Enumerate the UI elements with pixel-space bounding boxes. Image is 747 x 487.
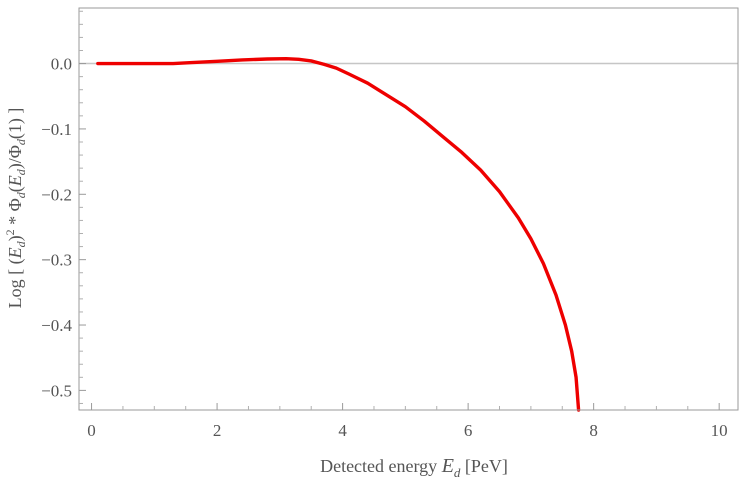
y-tick-label: −0.3	[41, 251, 72, 270]
x-tick-label: 8	[589, 421, 598, 440]
x-tick-label: 6	[464, 421, 473, 440]
y-axis-label: Log [ (Ed)2 * Φd(Ed)/Φd(1) ]	[3, 108, 28, 309]
x-axis: 0 2 4 6 8 10	[87, 403, 728, 440]
x-tick-label: 10	[711, 421, 728, 440]
x-tick-label: 2	[213, 421, 222, 440]
y-tick-label: −0.5	[41, 381, 72, 400]
x-tick-label: 4	[338, 421, 347, 440]
x-axis-label: Detected energy Ed [PeV]	[320, 455, 508, 480]
y-tick-label: −0.2	[41, 185, 72, 204]
y-tick-label: 0.0	[51, 55, 72, 74]
y-tick-label: −0.1	[41, 120, 72, 139]
x-tick-label: 0	[87, 421, 96, 440]
y-axis: 0.0 −0.1 −0.2 −0.3 −0.4 −0.5	[41, 10, 86, 404]
plot-frame	[78, 7, 739, 411]
series-line	[96, 56, 581, 412]
y-tick-label: −0.4	[41, 316, 72, 335]
